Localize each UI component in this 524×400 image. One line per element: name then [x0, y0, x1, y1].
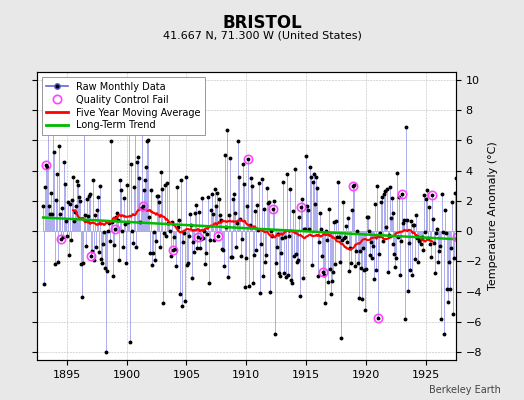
Y-axis label: Temperature Anomaly (°C): Temperature Anomaly (°C) — [488, 142, 498, 290]
Legend: Raw Monthly Data, Quality Control Fail, Five Year Moving Average, Long-Term Tren: Raw Monthly Data, Quality Control Fail, … — [41, 77, 205, 135]
Text: 41.667 N, 71.300 W (United States): 41.667 N, 71.300 W (United States) — [162, 30, 362, 40]
Text: BRISTOL: BRISTOL — [222, 14, 302, 32]
Text: Berkeley Earth: Berkeley Earth — [429, 385, 500, 395]
